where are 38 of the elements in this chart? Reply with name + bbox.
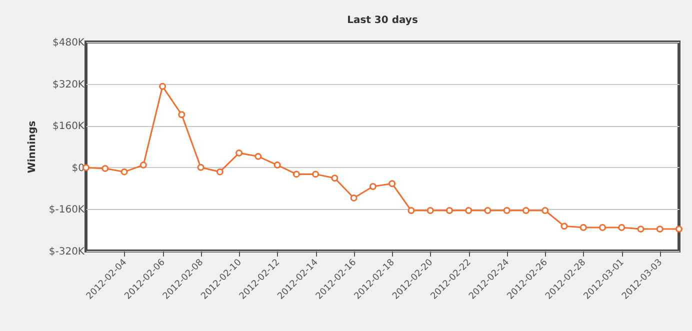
point bbox=[408, 207, 415, 214]
point bbox=[369, 182, 376, 190]
point bbox=[542, 207, 549, 214]
point bbox=[331, 174, 338, 182]
point bbox=[120, 168, 128, 176]
point bbox=[236, 150, 243, 157]
point bbox=[484, 207, 492, 214]
chart-title: Last 30 days bbox=[347, 15, 418, 26]
point bbox=[274, 162, 281, 169]
point bbox=[292, 170, 300, 178]
point bbox=[580, 224, 587, 231]
point bbox=[254, 152, 262, 160]
point bbox=[426, 207, 434, 214]
point bbox=[216, 168, 224, 176]
point bbox=[159, 82, 166, 90]
point bbox=[618, 224, 626, 231]
point bbox=[503, 207, 510, 214]
point bbox=[522, 207, 530, 214]
point bbox=[197, 164, 204, 171]
y-tick-label: $160K bbox=[52, 121, 85, 132]
y-tick-label: $-320K bbox=[48, 246, 85, 258]
y-tick-label: $-160K bbox=[48, 204, 85, 216]
point bbox=[637, 226, 644, 233]
point bbox=[446, 207, 453, 214]
point bbox=[598, 224, 606, 231]
y-tick-label: $320K bbox=[52, 79, 85, 90]
y-tick-label: $480K bbox=[52, 38, 85, 48]
point bbox=[388, 180, 396, 188]
point bbox=[656, 226, 664, 233]
point bbox=[140, 162, 147, 169]
point bbox=[350, 194, 358, 202]
point bbox=[676, 226, 682, 233]
point bbox=[312, 170, 320, 178]
point bbox=[178, 111, 186, 118]
point bbox=[560, 222, 568, 230]
point bbox=[102, 164, 109, 172]
y-axis-title: Winnings bbox=[26, 120, 38, 174]
point bbox=[465, 207, 472, 214]
